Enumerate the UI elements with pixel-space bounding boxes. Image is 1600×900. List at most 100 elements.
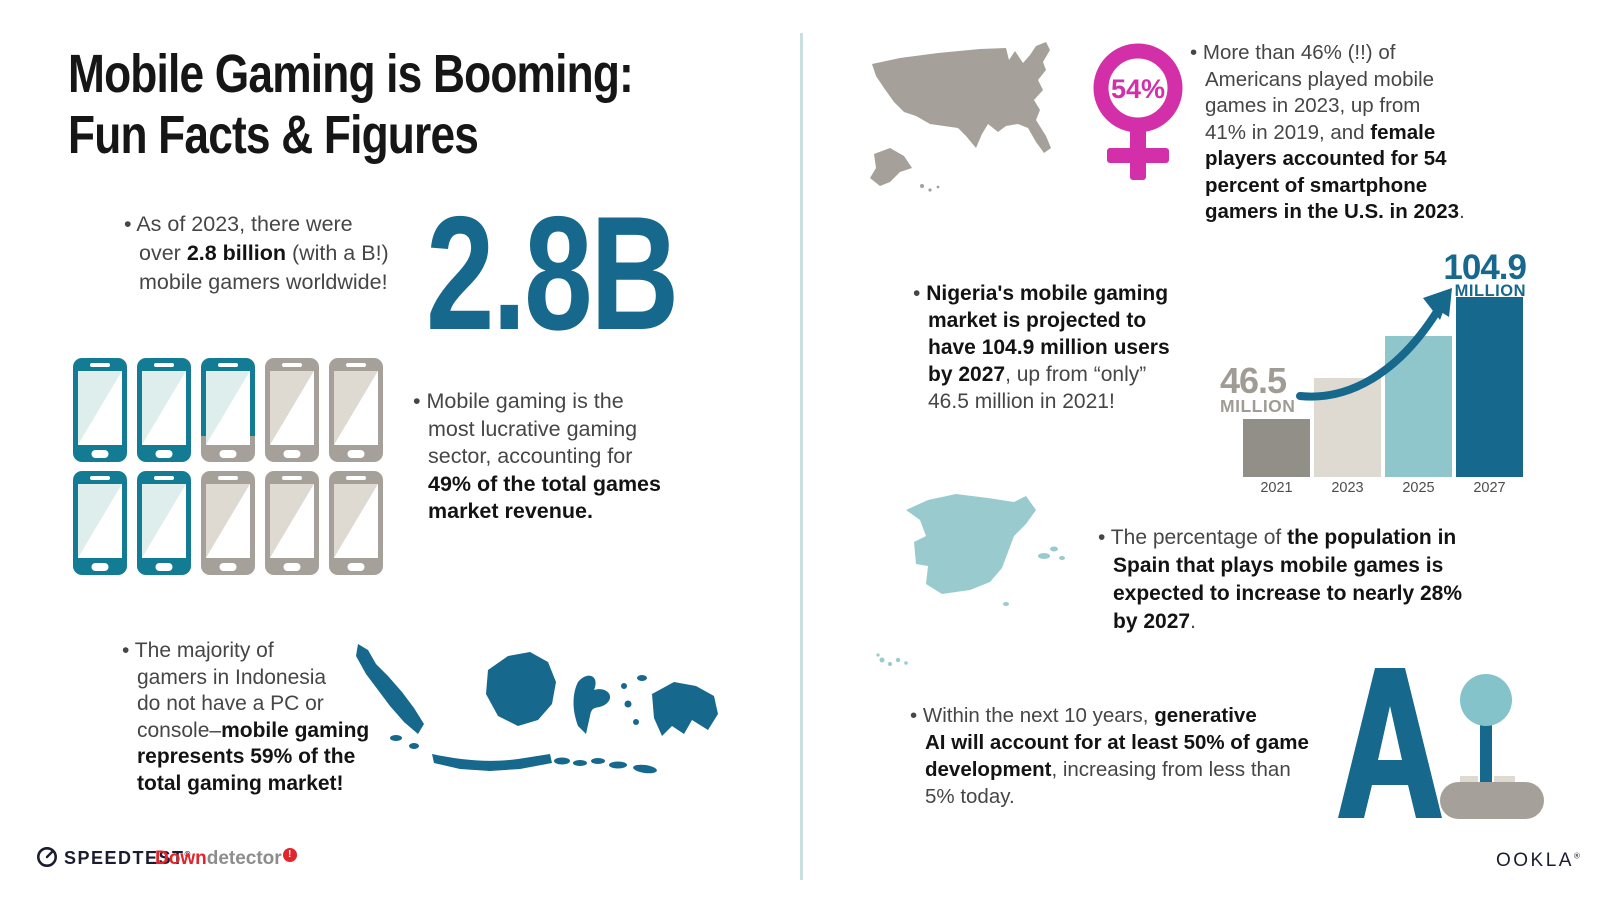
phone-home-button	[155, 563, 173, 571]
phone-screen	[206, 371, 250, 445]
ai-letter-a	[1338, 668, 1442, 818]
phone-speaker	[282, 476, 302, 480]
indonesia-map	[356, 644, 718, 774]
phone-icon-teal	[137, 358, 191, 462]
phone-icon-partial	[201, 358, 255, 462]
phone-home-button	[347, 563, 365, 571]
text-line: have 104.9 million users	[928, 336, 1170, 359]
bar-2027	[1456, 297, 1523, 477]
ookla-reg-mark: ®	[1573, 851, 1583, 861]
text-line: percent of smartphone	[1205, 173, 1428, 197]
speedtest-gauge-icon	[37, 847, 57, 867]
phone-home-button	[283, 450, 301, 458]
axis-label-2021: 2021	[1260, 480, 1293, 496]
text-line: most lucrative gaming	[428, 416, 638, 441]
phone-screen	[334, 484, 378, 558]
bar-2023	[1314, 378, 1381, 477]
text-line: gamers in Indonesia	[137, 665, 327, 689]
text-line: 5% today.	[925, 785, 1015, 808]
phone-screen	[142, 371, 186, 445]
bar-2021	[1243, 419, 1310, 477]
text-line: • As of 2023, there were	[124, 212, 353, 236]
phone-screen	[78, 484, 122, 558]
ookla-logo: OOKLA®	[1496, 850, 1583, 871]
text-line: market is projected to	[928, 309, 1147, 332]
text-line: AI will account for at least 50% of game	[925, 731, 1309, 754]
phone-speaker	[90, 476, 110, 480]
bar-2025	[1385, 336, 1452, 477]
phone-icon-teal	[73, 358, 127, 462]
nigeria-users-bar-chart: 46.5 MILLION 104.9 MILLION 2021 2023 2025 2…	[1218, 246, 1532, 498]
phone-home-button	[91, 563, 109, 571]
speedtest-logo: SPEEDTEST®	[64, 848, 192, 868]
chart-start-unit: MILLION	[1220, 396, 1296, 416]
phone-speaker	[218, 363, 238, 367]
phone-speaker	[218, 476, 238, 480]
text-line: • The percentage of the population in	[1098, 526, 1457, 549]
phone-screen	[270, 484, 314, 558]
fact-lucrative-sector: • Mobile gaming is the most lucrative gam…	[413, 388, 673, 526]
fact-gamers-worldwide: • As of 2023, there were over 2.8 billion…	[124, 210, 434, 297]
text-line: sector, accounting for	[428, 444, 633, 468]
downdetector-down: Down	[155, 848, 207, 869]
phone-home-button	[219, 450, 237, 458]
phone-speaker	[346, 363, 366, 367]
text-line: by 2027.	[1113, 610, 1196, 633]
phone-icon-teal	[137, 471, 191, 575]
phone-icon-teal	[73, 471, 127, 575]
text-line: mobile gamers worldwide!	[139, 270, 388, 294]
downdetector-logo: Downdetector!	[155, 848, 297, 870]
fact-us-female-gamers: • More than 46% (!!) of Americans played …	[1190, 40, 1480, 226]
text-line: 41% in 2019, and female	[1205, 120, 1436, 144]
text-line: by 2027, up from “only”	[928, 363, 1147, 386]
downdetector-badge-icon: !	[282, 848, 297, 862]
phone-home-button	[155, 450, 173, 458]
female-symbol-54-percent: 54%	[1093, 43, 1183, 180]
axis-label-2023: 2023	[1331, 480, 1364, 496]
downdetector-detector: detector	[206, 848, 282, 869]
phone-home-button	[219, 563, 237, 571]
text-line: represents 59% of the	[137, 745, 356, 768]
axis-label-2027: 2027	[1473, 480, 1506, 496]
text-line: console–mobile gaming	[137, 718, 370, 742]
text-line: • Nigeria's mobile gaming	[913, 282, 1169, 305]
big-stat-2-8b: 2.8B	[426, 183, 679, 364]
usa-map	[870, 42, 1051, 192]
phone-home-button	[283, 563, 301, 571]
fact-nigeria: • Nigeria's mobile gaming market is proje…	[913, 280, 1173, 415]
phone-screen	[334, 371, 378, 445]
ai-joystick-icon	[1440, 674, 1544, 819]
text-line: • Within the next 10 years, generative	[910, 704, 1257, 727]
phone-speaker	[346, 476, 366, 480]
text-line: total gaming market!	[137, 771, 344, 795]
text-line: games in 2023, up from	[1205, 94, 1421, 117]
text-line: 46.5 million in 2021!	[928, 390, 1115, 413]
text-line: do not have a PC or	[137, 692, 324, 715]
phone-screen	[142, 484, 186, 558]
phone-speaker	[282, 363, 302, 367]
text-line: • More than 46% (!!) of	[1190, 41, 1396, 64]
page-title: Mobile Gaming is Booming: Fun Facts & Fi…	[68, 44, 634, 166]
speedtest-reg-mark: ®	[184, 850, 192, 859]
axis-label-2025: 2025	[1402, 480, 1435, 496]
phone-home-button	[347, 450, 365, 458]
column-divider	[800, 33, 803, 880]
phone-icon-gray	[265, 471, 319, 575]
fact-generative-ai: • Within the next 10 years, generative AI…	[910, 702, 1340, 810]
phone-home-button	[91, 450, 109, 458]
chart-start-value: 46.5	[1220, 360, 1287, 401]
phone-screen	[206, 484, 250, 558]
text-line: Americans played mobile	[1205, 67, 1435, 91]
text-line: over 2.8 billion (with a B!)	[139, 241, 389, 265]
text-line: gamers in the U.S. in 2023.	[1205, 200, 1465, 223]
text-line: expected to increase to nearly 28%	[1113, 582, 1462, 605]
phone-icon-gray	[201, 471, 255, 575]
text-line: market revenue.	[428, 499, 593, 523]
badge-54-percent: 54%	[1111, 74, 1165, 104]
spain-map	[876, 494, 1065, 666]
phone-icon-gray	[329, 358, 383, 462]
phone-icon-gray	[329, 471, 383, 575]
fact-spain: • The percentage of the population in Spa…	[1098, 524, 1488, 636]
phones-grid-49-percent	[73, 358, 393, 575]
